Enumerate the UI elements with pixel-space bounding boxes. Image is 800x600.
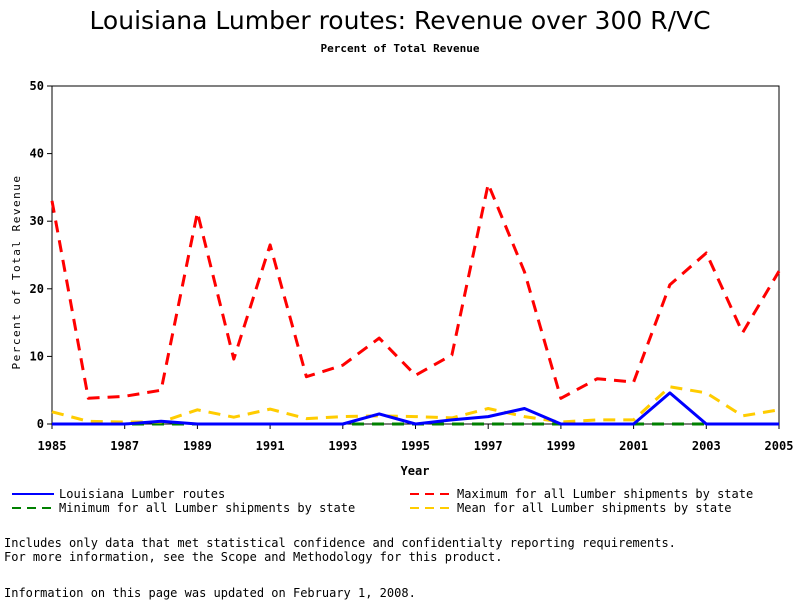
y-tick-label: 50 [30,79,44,93]
footnote-line: Includes only data that met statistical … [4,536,676,550]
plot-area-frame [51,85,780,425]
legend-label: Maximum for all Lumber shipments by stat… [457,487,753,501]
x-tick-label: 1987 [110,439,139,453]
y-tick-label: 0 [37,417,44,431]
y-tick-label: 10 [30,349,44,363]
series-lines [50,182,781,426]
x-axis-title: Year [401,464,430,478]
x-tick-label: 1997 [474,439,503,453]
x-tick-label: 2001 [619,439,648,453]
x-tick-label: 1993 [328,439,357,453]
y-tick-label: 40 [30,147,44,161]
legend-label: Minimum for all Lumber shipments by stat… [59,501,355,515]
line-chart: 1985 1987 1989 1991 1993 1995 1997 1999 2001 2003… [10,79,794,515]
footnote-line: For more information, see the Scope and … [4,550,503,564]
x-tick-label: 1995 [401,439,430,453]
legend-label: Louisiana Lumber routes [59,487,225,501]
x-tick-label: 2003 [692,439,721,453]
legend-label: Mean for all Lumber shipments by state [457,501,732,515]
x-tick-label: 1999 [546,439,575,453]
series-line-0 [52,391,779,426]
y-tick-label: 30 [30,214,44,228]
y-axis-title: Percent of Total Revenue [10,175,23,370]
footnotes: Includes only data that met statistical … [4,536,676,564]
x-tick-label: 1985 [38,439,67,453]
series-line-1 [50,182,781,400]
chart-subtitle: Percent of Total Revenue [320,42,480,55]
y-tick-label: 20 [30,282,44,296]
chart-title: Louisiana Lumber routes: Revenue over 30… [89,6,711,35]
x-tick-label: 2005 [765,439,794,453]
legend: Louisiana Lumber routes Maximum for all L… [12,487,753,515]
update-note: Information on this page was updated on … [4,586,416,600]
x-tick-label: 1989 [183,439,212,453]
series-line-3 [51,385,780,424]
x-axis: 1985 1987 1989 1991 1993 1995 1997 1999 2001 2003… [38,424,794,453]
x-tick-label: 1991 [256,439,285,453]
y-axis: 0 10 20 30 40 50 [30,79,52,431]
